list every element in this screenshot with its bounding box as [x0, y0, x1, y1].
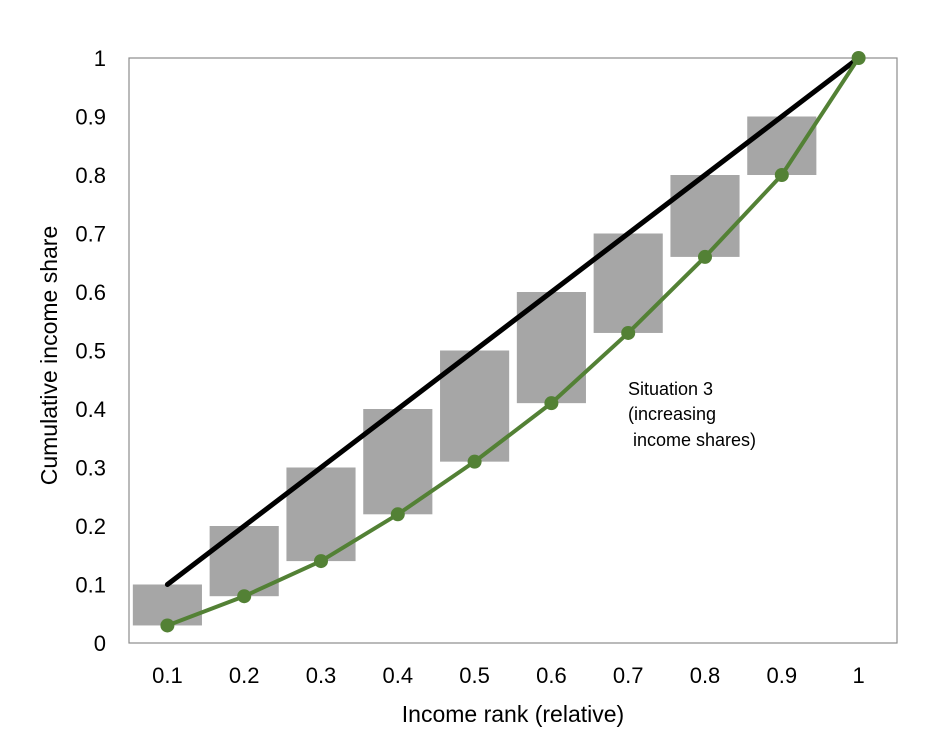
series-markers [160, 51, 866, 633]
x-tick-label: 0.6 [536, 663, 567, 688]
y-tick-label: 0.4 [75, 397, 106, 422]
y-tick-label: 0.2 [75, 514, 106, 539]
range-bar [670, 175, 740, 257]
data-point [467, 454, 482, 469]
x-tick-label: 0.2 [229, 663, 260, 688]
lorenz-curve-line [165, 56, 861, 628]
y-tick-label: 0.1 [75, 573, 106, 598]
data-point [390, 507, 405, 522]
y-axis-title: Cumulative income share [36, 226, 62, 486]
x-tick-label: 0.4 [383, 663, 414, 688]
annotation-line-1: Situation 3 [628, 379, 713, 399]
data-point [621, 325, 636, 340]
equality-line [164, 55, 862, 587]
y-tick-label: 0.5 [75, 339, 106, 364]
range-bar [747, 116, 817, 175]
x-axis-title: Income rank (relative) [402, 701, 624, 727]
data-point [544, 396, 559, 411]
x-tick-label: 0.3 [306, 663, 337, 688]
series-lines [164, 55, 862, 628]
y-tick-label: 0.6 [75, 280, 106, 305]
y-tick-label: 0.9 [75, 105, 106, 130]
y-tick-label: 0.3 [75, 456, 106, 481]
y-tick-labels: 0 0.1 0.2 0.3 0.4 0.5 0.6 0.7 0.8 0.9 1 [75, 46, 106, 656]
x-tick-label: 0.8 [690, 663, 721, 688]
x-tick-label: 0.1 [152, 663, 183, 688]
y-tick-label: 0.7 [75, 222, 106, 247]
range-bar [593, 233, 663, 333]
data-point [851, 51, 866, 65]
data-point [314, 554, 328, 569]
y-tick-label: 0.8 [75, 163, 106, 188]
y-tick-label: 0 [94, 631, 106, 656]
x-tick-label: 0.7 [613, 663, 644, 688]
data-point [774, 168, 789, 182]
annotation-line-3: income shares) [628, 430, 756, 450]
plot-area-frame [128, 57, 898, 644]
range-bars [132, 116, 817, 626]
y-tick-label: 1 [94, 46, 106, 71]
data-point [698, 249, 712, 264]
annotation-line-2: (increasing [628, 404, 716, 424]
x-tick-labels: 0.1 0.2 0.3 0.4 0.5 0.6 0.7 0.8 0.9 1 [152, 663, 865, 688]
data-point [237, 589, 252, 604]
data-point [160, 618, 175, 633]
x-tick-label: 0.5 [459, 663, 490, 688]
x-tick-label: 1 [852, 663, 864, 688]
x-tick-label: 0.9 [767, 663, 798, 688]
